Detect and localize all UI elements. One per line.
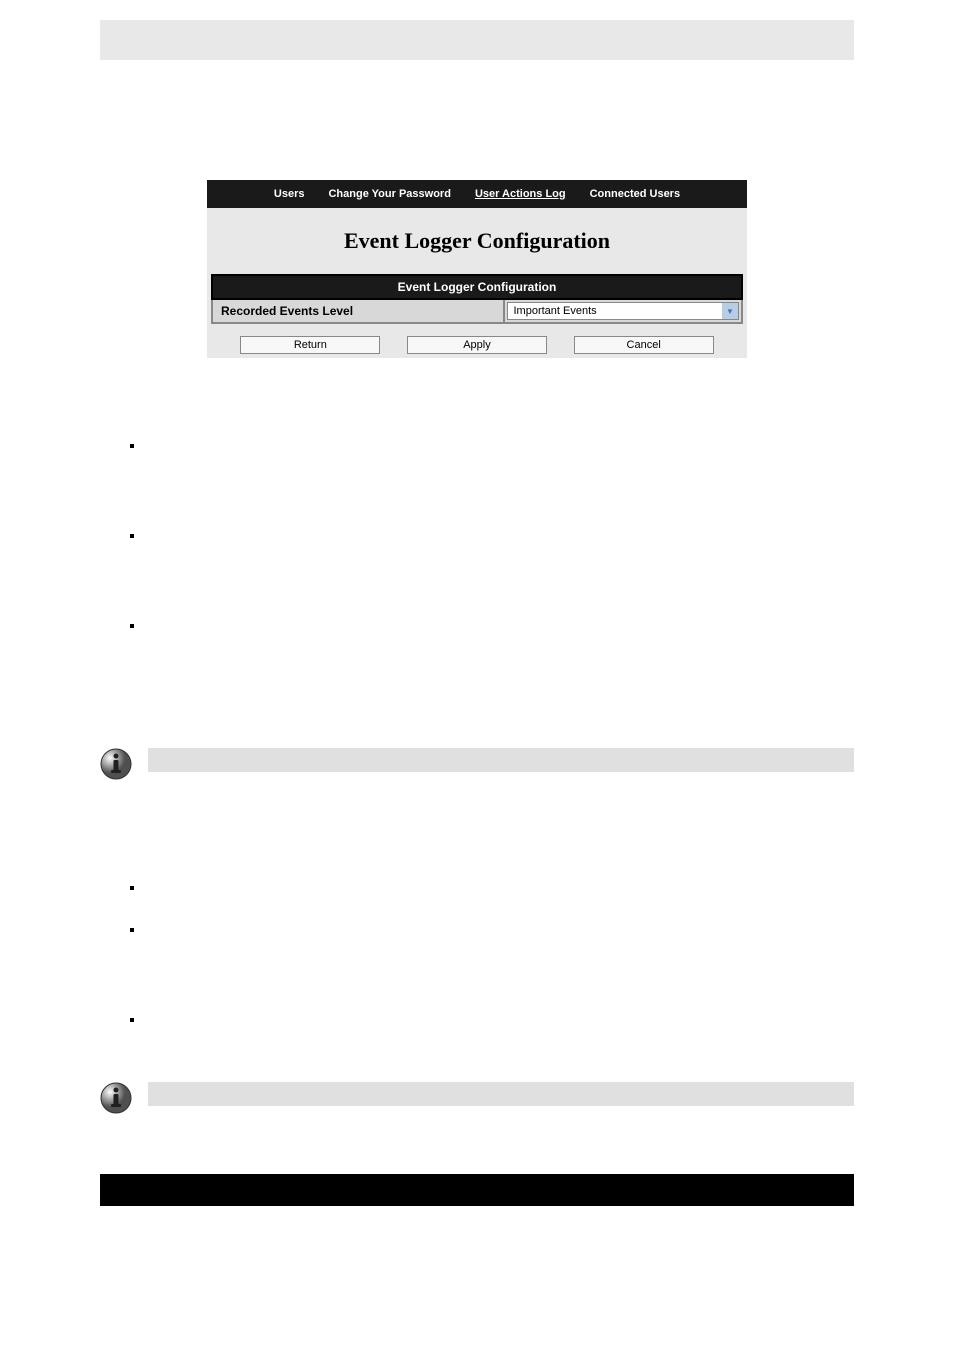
info-icon-svg bbox=[100, 748, 132, 780]
bullet-text: . bbox=[150, 618, 154, 633]
list-item: . bbox=[130, 1012, 854, 1042]
bullet-text: . bbox=[150, 880, 154, 895]
bullet-text: . bbox=[150, 922, 154, 937]
table-row: Recorded Events Level Important Events ▼ bbox=[212, 299, 742, 323]
page-title: Event Logger Configuration bbox=[207, 208, 747, 274]
config-table-header: Event Logger Configuration bbox=[212, 275, 742, 299]
events-level-label: Recorded Events Level bbox=[212, 299, 504, 323]
header-bar bbox=[100, 20, 854, 60]
info-icon-svg bbox=[100, 1082, 132, 1114]
info-bar bbox=[148, 748, 854, 772]
info-icon bbox=[100, 1082, 132, 1114]
list-item: . bbox=[130, 880, 854, 910]
list-item: . bbox=[130, 528, 854, 558]
tab-users[interactable]: Users bbox=[262, 184, 317, 204]
bullet-text: . bbox=[150, 528, 154, 543]
events-level-value-cell: Important Events ▼ bbox=[504, 299, 743, 323]
bullet-list-1: . . . bbox=[130, 438, 854, 648]
tab-change-password[interactable]: Change Your Password bbox=[316, 184, 462, 204]
info-icon bbox=[100, 748, 132, 780]
config-table: Event Logger Configuration Recorded Even… bbox=[211, 274, 743, 324]
bullet-icon bbox=[130, 1018, 134, 1022]
bullet-text: . bbox=[150, 1012, 154, 1027]
list-item: . bbox=[130, 438, 854, 468]
tab-bar: Users Change Your Password User Actions … bbox=[207, 180, 747, 208]
footer-bar bbox=[100, 1174, 854, 1206]
cancel-button[interactable]: Cancel bbox=[574, 336, 714, 354]
dropdown-selected-value: Important Events bbox=[508, 303, 723, 319]
info-note-2 bbox=[100, 1082, 854, 1114]
bullet-icon bbox=[130, 624, 134, 628]
chevron-down-icon: ▼ bbox=[722, 303, 738, 319]
list-item: . bbox=[130, 922, 854, 952]
apply-button[interactable]: Apply bbox=[407, 336, 547, 354]
tab-user-actions-log[interactable]: User Actions Log bbox=[463, 184, 578, 204]
list-item: . bbox=[130, 618, 854, 648]
bullet-icon bbox=[130, 886, 134, 890]
bullet-icon bbox=[130, 444, 134, 448]
events-level-dropdown[interactable]: Important Events ▼ bbox=[507, 302, 740, 320]
info-note-1 bbox=[100, 748, 854, 780]
page-container: Users Change Your Password User Actions … bbox=[0, 20, 954, 1206]
info-bar bbox=[148, 1082, 854, 1106]
bullet-icon bbox=[130, 928, 134, 932]
return-button[interactable]: Return bbox=[240, 336, 380, 354]
bullet-text: . bbox=[150, 438, 154, 453]
ui-screenshot: Users Change Your Password User Actions … bbox=[207, 180, 747, 358]
tab-connected-users[interactable]: Connected Users bbox=[578, 184, 692, 204]
bullet-icon bbox=[130, 534, 134, 538]
button-row: Return Apply Cancel bbox=[207, 332, 747, 358]
bullet-list-2: . . . bbox=[130, 880, 854, 1042]
